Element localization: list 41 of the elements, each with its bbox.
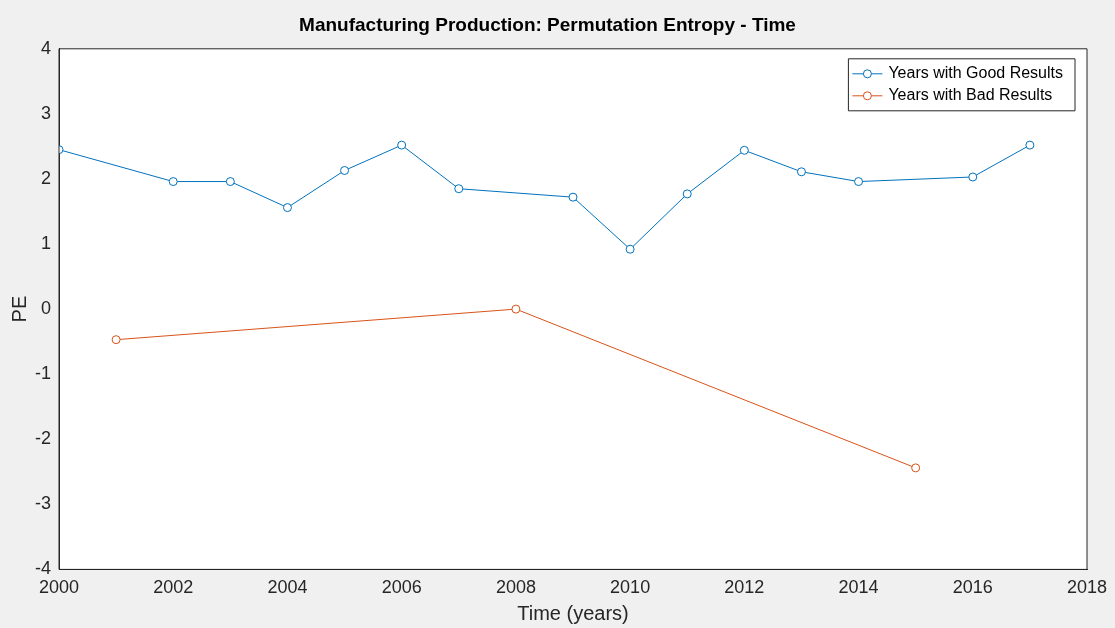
point: [1025, 140, 1035, 150]
point: [111, 335, 121, 345]
y-tick-label: -3: [34, 493, 51, 514]
y-tick-label: 3: [40, 102, 51, 123]
point: [796, 167, 806, 177]
x-tick-label: 2002: [153, 577, 194, 598]
point: [625, 244, 635, 254]
y-tick-label: -4: [34, 558, 51, 579]
legend-label: Years with Good Results: [888, 64, 1063, 82]
y-tick-label: -2: [34, 428, 51, 449]
y-axis-title: PE: [7, 295, 30, 323]
point: [511, 304, 521, 314]
point: [340, 165, 350, 175]
y-tick-label: 2: [40, 167, 51, 188]
point: [968, 172, 978, 182]
legend-label: Years with Bad Results: [888, 86, 1053, 104]
x-tick-label: 2016: [952, 577, 993, 598]
x-axis-title: Time (years): [517, 601, 629, 624]
x-tick-label: 2006: [381, 577, 422, 598]
point: [397, 140, 407, 150]
y-tick-label: 4: [40, 37, 51, 58]
x-tick-label: 2012: [724, 577, 765, 598]
y-tick-label: 0: [40, 298, 51, 319]
x-tick-label: 2010: [610, 577, 651, 598]
x-tick-label: 2004: [267, 577, 308, 598]
point: [739, 145, 749, 155]
point: [168, 177, 178, 187]
chart-title: Manufacturing Production: Permutation Entropy - Time: [299, 13, 796, 35]
x-tick-label: 2008: [495, 577, 536, 598]
point: [225, 177, 235, 187]
point: [854, 177, 864, 187]
x-tick-label: 2014: [838, 577, 879, 598]
y-tick-label: -1: [34, 363, 51, 384]
point: [682, 189, 692, 199]
x-tick-label: 2018: [1066, 577, 1108, 598]
point: [454, 184, 464, 194]
point: [568, 192, 578, 202]
point: [911, 463, 921, 473]
point: [282, 203, 292, 213]
y-tick-label: 1: [40, 232, 51, 253]
x-tick-label: 2000: [38, 577, 80, 598]
